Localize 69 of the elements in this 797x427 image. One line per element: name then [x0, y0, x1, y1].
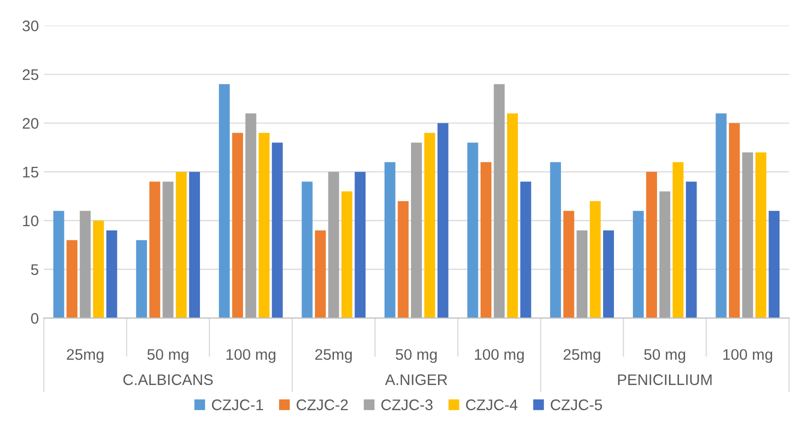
y-tick-label: 20 — [22, 118, 38, 129]
y-tick-label: 0 — [31, 312, 38, 324]
bar — [590, 201, 601, 318]
bar — [467, 142, 478, 318]
legend-label: CZJC-2 — [296, 399, 348, 410]
bar — [176, 172, 187, 318]
x-tick-label: 100 mg — [474, 349, 524, 363]
x-tick-label: 50 mg — [147, 349, 188, 363]
bar — [189, 172, 200, 318]
x-tick-label: 100 mg — [723, 349, 772, 363]
bar — [494, 84, 505, 318]
x-tick-label: 50 mg — [644, 349, 686, 363]
bar — [354, 172, 366, 318]
bar — [245, 113, 256, 318]
bar — [341, 191, 352, 318]
legend-label: CZJC-1 — [212, 399, 264, 410]
bar — [149, 182, 160, 318]
bar — [106, 230, 118, 318]
bar — [424, 132, 436, 318]
bar — [576, 230, 588, 318]
y-tick-label: 5 — [31, 264, 38, 276]
y-tick-label: 15 — [23, 166, 38, 178]
bar — [686, 182, 697, 318]
bar — [218, 84, 230, 318]
bar — [728, 123, 740, 318]
text: PENICILLIUM — [618, 374, 712, 386]
x-tick-label: 100 mg — [226, 349, 276, 363]
y-tick-label: 10 — [23, 215, 38, 226]
bar — [328, 172, 340, 318]
bar — [232, 132, 244, 318]
bar — [314, 230, 326, 318]
bar — [742, 152, 754, 318]
bar — [672, 162, 684, 318]
bar — [480, 162, 492, 318]
bar — [258, 132, 270, 318]
bar — [755, 152, 766, 318]
x-tick-label: 25mg — [315, 349, 352, 363]
bar — [716, 113, 727, 318]
bar — [162, 182, 174, 318]
bar — [603, 230, 614, 318]
bar — [66, 240, 78, 318]
bar — [93, 220, 104, 318]
bar — [550, 162, 561, 318]
bar — [80, 210, 91, 318]
legend-label: CZJC-5 — [550, 399, 602, 410]
bar — [507, 113, 518, 318]
text: A.NIGER — [385, 374, 448, 386]
bar — [768, 210, 780, 318]
bar — [646, 172, 658, 318]
legend-label: CZJC-3 — [381, 399, 433, 410]
bar — [398, 201, 409, 318]
bar — [520, 182, 532, 318]
bar — [384, 162, 396, 318]
y-tick-label: 30 — [22, 20, 38, 32]
bar — [53, 210, 64, 318]
bar — [411, 142, 422, 318]
x-tick-label: 50 mg — [396, 349, 437, 363]
bar — [272, 142, 283, 318]
bar — [302, 182, 313, 318]
bar — [136, 240, 147, 318]
y-tick-label: 25 — [22, 69, 38, 80]
legend-label: CZJC-4 — [466, 399, 518, 410]
bar — [563, 210, 574, 318]
bar — [659, 191, 670, 318]
bar — [437, 123, 448, 318]
bar — [632, 210, 644, 318]
x-tick-label: 25mg — [66, 349, 104, 363]
x-tick-label: 25mg — [564, 349, 600, 363]
text: C.ALBICANS — [123, 374, 213, 386]
